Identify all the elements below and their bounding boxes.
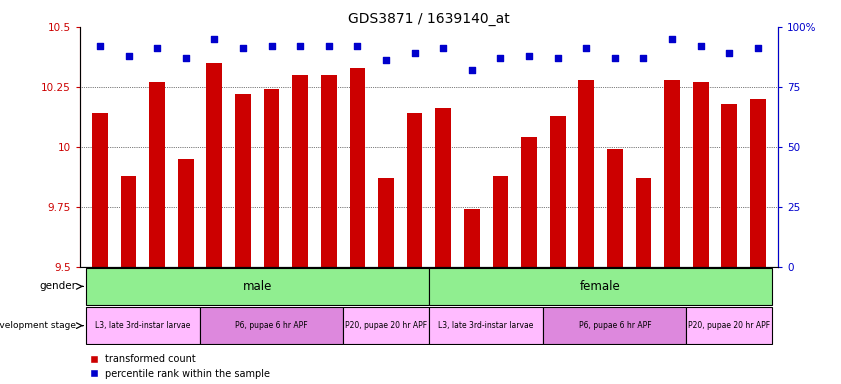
Point [637, 55, 650, 61]
Bar [693, 82, 709, 267]
Text: L3, late 3rd-instar larvae: L3, late 3rd-instar larvae [95, 321, 191, 330]
Point [408, 50, 421, 56]
Bar [178, 159, 193, 267]
Text: P20, pupae 20 hr APF: P20, pupae 20 hr APF [345, 321, 427, 330]
Bar [92, 113, 108, 267]
Point [151, 45, 164, 51]
Point [751, 45, 764, 51]
Point [294, 43, 307, 49]
Point [379, 57, 393, 63]
Bar [464, 209, 479, 267]
Bar [321, 75, 336, 267]
Text: L3, late 3rd-instar larvae: L3, late 3rd-instar larvae [438, 321, 534, 330]
Text: male: male [242, 280, 272, 293]
Text: P20, pupae 20 hr APF: P20, pupae 20 hr APF [688, 321, 770, 330]
Point [551, 55, 564, 61]
Bar [579, 79, 594, 267]
Bar [235, 94, 251, 267]
Bar [86, 268, 429, 305]
Text: development stage: development stage [0, 321, 77, 330]
Bar [264, 89, 279, 267]
Point [93, 43, 107, 49]
Point [236, 45, 250, 51]
Text: P6, pupae 6 hr APF: P6, pupae 6 hr APF [579, 321, 651, 330]
Point [179, 55, 193, 61]
Point [494, 55, 507, 61]
Bar [722, 104, 738, 267]
Bar [378, 178, 394, 267]
Bar [493, 175, 508, 267]
Bar [86, 307, 200, 344]
Bar [207, 63, 222, 267]
Bar [343, 307, 429, 344]
Point [579, 45, 593, 51]
Point [608, 55, 621, 61]
Bar [120, 175, 136, 267]
Text: gender: gender [40, 281, 77, 291]
Point [722, 50, 736, 56]
Bar [429, 268, 772, 305]
Bar [521, 137, 537, 267]
Text: female: female [580, 280, 621, 293]
Point [522, 53, 536, 59]
Point [208, 36, 221, 42]
Bar [636, 178, 651, 267]
Bar [550, 116, 565, 267]
Bar [543, 307, 686, 344]
Text: P6, pupae 6 hr APF: P6, pupae 6 hr APF [235, 321, 308, 330]
Point [351, 43, 364, 49]
Point [694, 43, 707, 49]
Point [436, 45, 450, 51]
Legend: transformed count, percentile rank within the sample: transformed count, percentile rank withi… [85, 350, 274, 383]
Point [122, 53, 135, 59]
Bar [293, 75, 308, 267]
Bar [149, 82, 165, 267]
Point [265, 43, 278, 49]
Bar [350, 68, 365, 267]
Bar [200, 307, 343, 344]
Bar [664, 79, 680, 267]
Point [465, 67, 479, 73]
Bar [607, 149, 622, 267]
Bar [750, 99, 766, 267]
Bar [436, 108, 451, 267]
Bar [407, 113, 422, 267]
Point [665, 36, 679, 42]
Bar [429, 307, 543, 344]
Title: GDS3871 / 1639140_at: GDS3871 / 1639140_at [348, 12, 510, 26]
Bar [686, 307, 772, 344]
Point [322, 43, 336, 49]
